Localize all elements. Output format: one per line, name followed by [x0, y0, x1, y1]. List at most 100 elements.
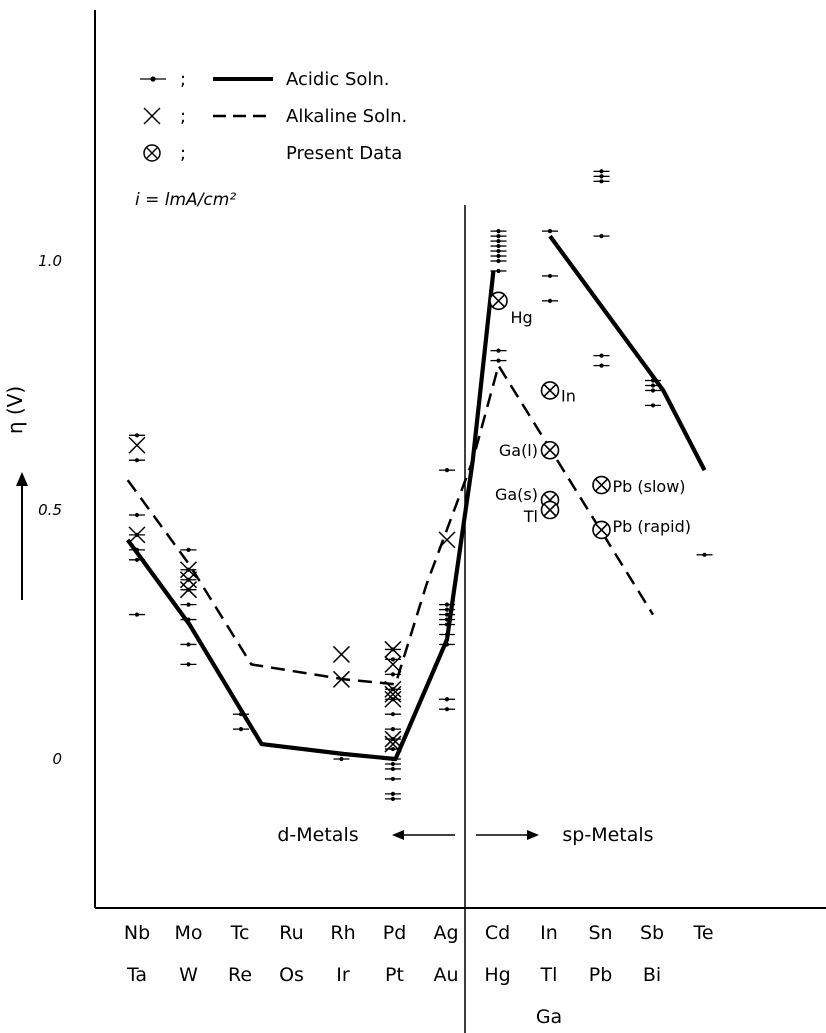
acidic-data-point	[439, 632, 455, 637]
acidic-point-dot	[650, 378, 656, 383]
acidic-point-dot	[390, 712, 396, 717]
alkaline-points-layer	[128, 436, 456, 753]
acidic-point-dot	[444, 612, 450, 617]
acidic-point-dot	[390, 766, 396, 772]
acidic-point-dot	[444, 617, 450, 622]
present-point-cross-b	[594, 478, 609, 492]
category-label-mo: Mo	[174, 922, 202, 944]
category-label-cd: Cd	[485, 922, 510, 944]
present-data-label-hg: Hg	[511, 308, 533, 327]
acidic-point-dot	[444, 622, 450, 627]
acidic-data-point	[384, 766, 401, 772]
acidic-data-point	[593, 363, 610, 368]
category-label-re: Re	[228, 964, 252, 986]
acidic-data-point	[128, 612, 145, 617]
y-axis-title-arrowhead	[16, 472, 28, 486]
acidic-point-dot	[238, 727, 244, 732]
alkaline-point-stroke-b	[384, 685, 402, 703]
acidic-data-point	[180, 662, 197, 667]
y-tick-label-0: 0	[52, 750, 62, 768]
series-layer	[126, 234, 707, 762]
category-label-pd: Pd	[383, 922, 407, 944]
category-labels: Nb Ta Mo W Tc Re Ru Os Rh Ir Pd Pt Ag Au Cd Hg In Tl Ga Sn P…	[124, 922, 714, 1028]
acidic-data-point	[439, 602, 455, 607]
acidic-point-dot	[339, 756, 344, 762]
acidic-point-dot	[496, 358, 501, 363]
sp-metals-label: sp-Metals	[562, 824, 653, 846]
legend-sep-present: ;	[180, 143, 186, 164]
acidic-series-line-2	[548, 234, 707, 472]
alkaline-point-stroke-b	[384, 690, 402, 708]
present-data-label-tl: Tl	[523, 507, 538, 526]
acidic-point-dot	[496, 248, 501, 254]
alkaline-point-stroke-b	[384, 730, 402, 748]
legend-circle-x-marker	[143, 144, 161, 162]
acidic-data-point	[384, 756, 401, 762]
acidic-data-point	[439, 707, 455, 712]
acidic-data-point	[384, 672, 401, 677]
category-label-sb: Sb	[640, 922, 664, 944]
alkaline-point-stroke-b	[128, 526, 146, 544]
acidic-data-point	[128, 557, 145, 562]
acidic-point-dot	[390, 776, 396, 782]
acidic-data-point	[180, 547, 197, 552]
acidic-data-point	[645, 403, 661, 408]
y-tick-labels: 1.0 0.5 0	[38, 252, 62, 768]
y-tick-label-1: 1.0	[38, 252, 62, 270]
acidic-point-dot	[134, 512, 140, 518]
acidic-data-point	[542, 298, 558, 303]
present-data-point-tl	[540, 500, 560, 520]
present-point-cross-b	[491, 294, 506, 308]
acidic-data-point	[696, 552, 713, 557]
present-data-label-in: In	[561, 386, 576, 405]
acidic-point-dot	[496, 234, 501, 239]
metal-group-labels: d-Metals sp-Metals	[277, 824, 653, 846]
legend-label-alkaline: Alkaline Soln.	[286, 106, 407, 127]
acidic-point-dot	[650, 403, 656, 408]
acidic-point-dot	[599, 353, 604, 358]
alkaline-data-point	[384, 655, 402, 673]
alkaline-point-stroke-b	[128, 436, 146, 454]
category-label-w: W	[179, 964, 198, 986]
legend-x-marker	[143, 107, 161, 125]
d-metals-label: d-Metals	[277, 824, 358, 846]
present-data-point-ga-l	[540, 440, 560, 460]
acidic-point-dot	[444, 707, 450, 712]
acidic-point-dot	[599, 174, 604, 179]
legend-condition: i = lmA/cm²	[135, 190, 236, 210]
acidic-point-dot	[390, 791, 396, 796]
acidic-data-point	[180, 617, 197, 622]
acidic-data-point	[333, 751, 350, 757]
legend-sep-alkaline: ;	[180, 106, 186, 127]
category-label-os: Os	[279, 964, 304, 986]
acidic-data-point	[439, 697, 455, 702]
legend: ; Acidic Soln. ; Alkaline Soln. ; Presen…	[135, 69, 407, 210]
acidic-point-dot	[390, 796, 396, 801]
acidic-data-point	[542, 229, 558, 234]
acidic-data-point	[439, 642, 455, 647]
acidic-data-point	[128, 512, 145, 518]
category-label-au: Au	[433, 964, 458, 986]
acidic-data-point	[593, 234, 610, 239]
legend-label-present: Present Data	[286, 143, 402, 164]
alkaline-point-stroke-b	[438, 531, 456, 549]
alkaline-point-stroke-b	[332, 670, 350, 688]
acidic-data-point	[233, 727, 249, 732]
acidic-point-dot	[496, 258, 501, 264]
acidic-data-point	[490, 258, 507, 264]
acidic-point-dot	[702, 552, 707, 557]
acidic-data-point	[645, 383, 661, 388]
acidic-data-point	[490, 248, 507, 254]
alkaline-point-stroke-b	[384, 735, 402, 753]
acidic-point-dot	[496, 238, 501, 244]
acidic-point-dot	[444, 602, 450, 607]
legend-label-acidic: Acidic Soln.	[286, 69, 390, 90]
category-label-hg: Hg	[484, 964, 510, 986]
acidic-point-dot	[599, 169, 604, 174]
acidic-point-dot	[444, 607, 450, 612]
acidic-point-dot	[650, 383, 656, 388]
acidic-point-dot	[390, 756, 396, 762]
present-data-label-ga-l: Ga(l)	[499, 441, 538, 460]
acidic-point-dot	[650, 388, 656, 393]
acidic-point-dot	[390, 672, 396, 677]
